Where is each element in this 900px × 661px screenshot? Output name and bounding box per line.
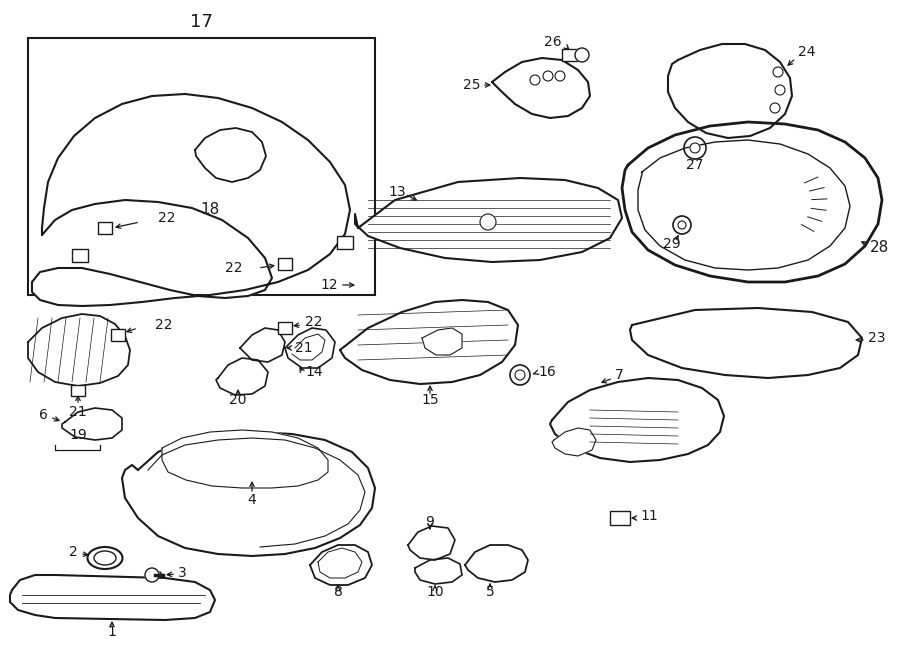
Polygon shape [340, 300, 518, 384]
Polygon shape [162, 430, 328, 488]
Text: 29: 29 [663, 237, 680, 251]
Text: 3: 3 [178, 566, 187, 580]
Polygon shape [630, 308, 862, 378]
Bar [72, 249, 88, 262]
Text: 27: 27 [686, 158, 704, 172]
Polygon shape [492, 58, 590, 118]
Polygon shape [122, 432, 375, 556]
Bar [98, 222, 112, 234]
Circle shape [775, 85, 785, 95]
Bar [278, 322, 292, 334]
Circle shape [145, 568, 159, 582]
Circle shape [515, 370, 525, 380]
Polygon shape [422, 328, 462, 355]
Polygon shape [355, 178, 622, 262]
Polygon shape [668, 44, 792, 138]
Bar [28, 38, 375, 295]
Polygon shape [622, 122, 882, 282]
Text: 7: 7 [615, 368, 624, 382]
Circle shape [770, 103, 780, 113]
Text: 21: 21 [69, 405, 86, 419]
Text: 20: 20 [230, 393, 247, 407]
Text: 14: 14 [305, 365, 322, 379]
Text: 16: 16 [538, 365, 556, 379]
Polygon shape [195, 128, 266, 182]
Polygon shape [32, 94, 350, 306]
Text: 19: 19 [69, 428, 87, 442]
Text: 15: 15 [421, 393, 439, 407]
Text: 22: 22 [305, 315, 322, 329]
Circle shape [673, 216, 691, 234]
Circle shape [555, 71, 565, 81]
Text: 21: 21 [295, 341, 312, 355]
Circle shape [510, 365, 530, 385]
Text: 22: 22 [158, 211, 176, 225]
Text: 23: 23 [868, 331, 886, 345]
Polygon shape [408, 526, 455, 560]
Circle shape [678, 221, 686, 229]
Text: 26: 26 [544, 35, 562, 49]
Text: 22: 22 [155, 318, 173, 332]
Text: 17: 17 [190, 13, 213, 31]
Polygon shape [28, 314, 130, 386]
Bar [610, 511, 630, 525]
Text: 2: 2 [69, 545, 78, 559]
Text: 28: 28 [870, 241, 889, 256]
Circle shape [543, 71, 553, 81]
Text: 5: 5 [486, 585, 494, 599]
Text: 18: 18 [201, 202, 220, 217]
Text: 22: 22 [224, 261, 242, 275]
Polygon shape [240, 328, 285, 362]
Text: 1: 1 [108, 625, 116, 639]
Text: 10: 10 [427, 585, 444, 599]
Circle shape [684, 137, 706, 159]
Polygon shape [62, 408, 122, 440]
Circle shape [690, 143, 700, 153]
Polygon shape [285, 328, 335, 368]
Bar [111, 329, 125, 341]
Circle shape [773, 67, 783, 77]
Text: 6: 6 [39, 408, 48, 422]
Text: 4: 4 [248, 493, 256, 507]
Circle shape [575, 48, 589, 62]
Polygon shape [550, 378, 724, 462]
Bar [278, 258, 292, 270]
Circle shape [530, 75, 540, 85]
Text: 25: 25 [463, 78, 480, 92]
Polygon shape [465, 545, 528, 582]
Polygon shape [415, 558, 462, 584]
Text: 13: 13 [388, 185, 406, 199]
Polygon shape [310, 545, 372, 585]
Polygon shape [10, 575, 215, 620]
Text: 12: 12 [320, 278, 338, 292]
Circle shape [480, 214, 496, 230]
Text: 8: 8 [334, 585, 342, 599]
Bar [337, 235, 353, 249]
Bar [562, 49, 578, 61]
Polygon shape [216, 358, 268, 395]
Polygon shape [552, 428, 596, 456]
Text: 9: 9 [426, 515, 435, 529]
Bar [71, 385, 85, 395]
Text: 11: 11 [640, 509, 658, 523]
Text: 24: 24 [798, 45, 815, 59]
